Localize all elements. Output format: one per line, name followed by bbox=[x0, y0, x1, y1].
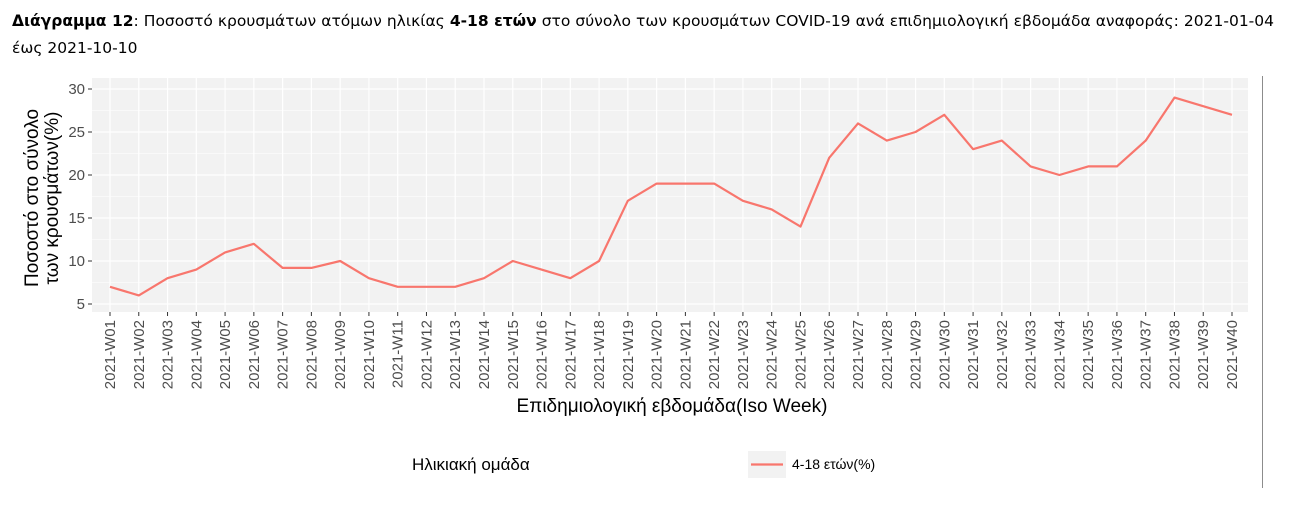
x-tick-label: 2021-W10 bbox=[361, 320, 378, 389]
x-tick-label: 2021-W04 bbox=[188, 320, 205, 389]
x-tick-label: 2021-W30 bbox=[936, 320, 953, 389]
caption-bold-age: 4-18 ετών bbox=[449, 12, 537, 30]
caption-text-1: : Ποσοστό κρουσμάτων ατόμων ηλικίας bbox=[133, 12, 450, 30]
x-tick-label: 2021-W15 bbox=[505, 320, 522, 389]
x-tick-label: 2021-W40 bbox=[1224, 320, 1241, 389]
caption-label: Διάγραμμα 12 bbox=[12, 12, 134, 30]
x-tick-label: 2021-W26 bbox=[821, 320, 838, 389]
figure-caption: Διάγραμμα 12: Ποσοστό κρουσμάτων ατόμων … bbox=[12, 8, 1274, 62]
x-tick-label: 2021-W13 bbox=[447, 320, 464, 389]
x-tick-label: 2021-W28 bbox=[879, 320, 896, 389]
x-tick-label: 2021-W20 bbox=[649, 320, 666, 389]
x-tick-label: 2021-W31 bbox=[965, 320, 982, 389]
x-tick-label: 2021-W27 bbox=[850, 320, 867, 389]
series-line-4-18 bbox=[109, 96, 1233, 297]
x-tick-label: 2021-W32 bbox=[994, 320, 1011, 389]
y-axis-title-line-1: Ποσοστό στο σύνολο bbox=[22, 109, 43, 287]
x-tick-label: 2021-W09 bbox=[332, 320, 349, 389]
y-axis-ticks: 5 10 15 20 25 30 bbox=[68, 81, 92, 313]
x-tick-label: 2021-W39 bbox=[1195, 320, 1212, 389]
y-tick-label: 30 bbox=[68, 81, 85, 98]
x-tick-label: 2021-W18 bbox=[591, 320, 608, 389]
x-tick-label: 2021-W38 bbox=[1166, 320, 1183, 389]
x-tick-label: 2021-W33 bbox=[1023, 320, 1040, 389]
x-tick-label: 2021-W08 bbox=[303, 320, 320, 389]
minor-gridlines bbox=[92, 110, 1248, 283]
y-tick-label: 15 bbox=[68, 210, 85, 227]
y-axis-title-line-2: των κρουσμάτων(%) bbox=[42, 112, 63, 285]
legend-title: Ηλικιακή ομάδα bbox=[412, 455, 530, 474]
plot-panel bbox=[92, 78, 1248, 312]
right-border-rule bbox=[1262, 76, 1263, 488]
legend-label: 4-18 ετών(%) bbox=[792, 456, 875, 472]
x-tick-label: 2021-W05 bbox=[217, 320, 234, 389]
x-tick-label: 2021-W02 bbox=[131, 320, 148, 389]
x-tick-label: 2021-W23 bbox=[735, 320, 752, 389]
x-tick-label: 2021-W11 bbox=[390, 320, 407, 388]
x-axis-title: Επιδημιολογική εβδομάδα(Iso Week) bbox=[517, 396, 828, 417]
x-tick-label: 2021-W24 bbox=[764, 320, 781, 389]
x-tick-label: 2021-W07 bbox=[275, 320, 292, 389]
x-tick-label: 2021-W03 bbox=[160, 320, 177, 389]
x-tick-label: 2021-W22 bbox=[706, 320, 723, 389]
x-tick-label: 2021-W35 bbox=[1080, 320, 1097, 389]
y-tick-label: 25 bbox=[68, 124, 85, 141]
major-gridlines bbox=[92, 78, 1248, 312]
x-tick-label: 2021-W25 bbox=[792, 320, 809, 389]
caption-text-2: στο σύνολο των κρουσμάτων COVID-19 ανά ε… bbox=[12, 12, 1274, 57]
x-tick-label: 2021-W37 bbox=[1138, 320, 1155, 389]
y-tick-label: 10 bbox=[68, 253, 85, 270]
x-tick-label: 2021-W21 bbox=[677, 320, 694, 389]
x-tick-label: 2021-W19 bbox=[620, 320, 637, 389]
x-tick-label: 2021-W06 bbox=[246, 320, 263, 389]
y-tick-label: 5 bbox=[77, 296, 85, 313]
x-tick-label: 2021-W29 bbox=[908, 320, 925, 389]
x-tick-label: 2021-W16 bbox=[534, 320, 551, 389]
x-tick-label: 2021-W14 bbox=[476, 320, 493, 389]
x-tick-label: 2021-W34 bbox=[1051, 320, 1068, 389]
x-tick-label: 2021-W12 bbox=[418, 320, 435, 389]
x-tick-label: 2021-W01 bbox=[102, 320, 119, 389]
x-tick-label: 2021-W36 bbox=[1109, 320, 1126, 389]
x-axis-ticks: 2021-W01 2021-W02 2021-W03 2021-W04 2021-W05… bbox=[102, 312, 1241, 389]
y-tick-label: 20 bbox=[68, 167, 85, 184]
x-tick-label: 2021-W17 bbox=[562, 320, 579, 389]
